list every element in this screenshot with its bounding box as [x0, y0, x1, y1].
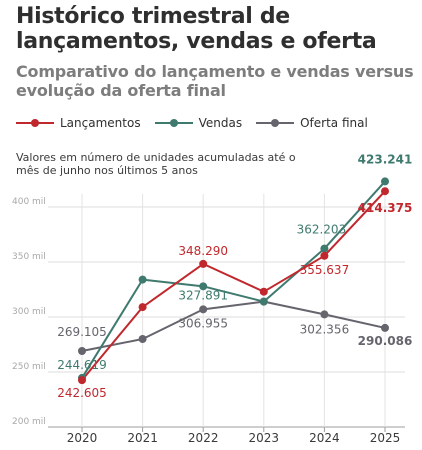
- data-label: 414.375: [358, 201, 413, 215]
- data-label: 306.955: [178, 316, 228, 330]
- data-label: 244.619: [57, 358, 107, 372]
- data-label: 348.290: [178, 244, 228, 258]
- data-point-0-3: [259, 287, 268, 296]
- data-label: 290.086: [358, 334, 413, 348]
- data-label: 327.891: [178, 288, 228, 302]
- data-point-0-0: [78, 376, 86, 385]
- data-point-1-4: [320, 244, 329, 253]
- legend-item-vendas: Vendas: [154, 116, 243, 130]
- chart-subtitle: Comparativo do lançamento e vendas versu…: [16, 62, 414, 100]
- data-point-1-2: [199, 282, 208, 291]
- data-point-2-5: [381, 323, 389, 332]
- data-label: 242.605: [57, 386, 107, 400]
- chart-title: Histórico trimestral de lançamentos, ven…: [16, 4, 377, 54]
- data-label: 362.203: [297, 223, 347, 237]
- series-line-0: [81, 190, 386, 381]
- data-point-2-1: [138, 335, 147, 343]
- data-point-2-2: [199, 305, 208, 314]
- legend-dot: [31, 119, 39, 127]
- data-point-1-1: [138, 275, 147, 284]
- x-tick-label: 2021: [127, 431, 158, 445]
- data-label: 302.356: [300, 322, 350, 336]
- y-tick-label: 250 mil: [12, 362, 46, 372]
- legend-label-lancamentos: Lançamentos: [60, 116, 141, 130]
- series-line-2: [81, 300, 386, 352]
- x-tick-label: 2020: [67, 431, 98, 445]
- x-tick-label: 2022: [188, 431, 219, 445]
- data-point-2-4: [320, 310, 329, 319]
- x-tick-label: 2023: [249, 431, 280, 445]
- y-tick-label: 400 mil: [12, 197, 46, 207]
- legend-swatch-vendas: [154, 117, 193, 129]
- legend-item-oferta-final: Oferta final: [256, 116, 368, 130]
- legend-dot: [271, 119, 280, 127]
- data-label: 269.105: [57, 325, 107, 339]
- data-point-2-0: [78, 346, 86, 355]
- legend-item-lancamentos: Lançamentos: [16, 116, 141, 130]
- legend-label-oferta-final: Oferta final: [300, 116, 368, 130]
- y-tick-label: 200 mil: [12, 417, 46, 427]
- legend-swatch-lancamentos: [16, 117, 54, 129]
- legend-swatch-oferta-final: [256, 117, 295, 129]
- data-point-0-4: [320, 251, 329, 260]
- data-point-1-3: [259, 297, 268, 306]
- legend-label-vendas: Vendas: [198, 116, 243, 130]
- series-line-1: [81, 180, 386, 379]
- y-tick-label: 350 mil: [12, 252, 46, 262]
- data-label: 355.637: [300, 263, 350, 277]
- legend-dot: [169, 119, 178, 127]
- data-point-0-1: [138, 303, 147, 312]
- data-point-1-5: [381, 177, 389, 186]
- data-point-0-2: [199, 259, 208, 268]
- y-tick-label: 300 mil: [12, 307, 46, 317]
- chart-note: Valores em número de unidades acumuladas…: [16, 151, 296, 177]
- data-point-0-5: [381, 187, 389, 196]
- legend: Lançamentos Vendas Oferta final: [16, 114, 382, 132]
- x-tick-label: 2024: [309, 431, 340, 445]
- x-tick-label: 2025: [370, 431, 401, 445]
- data-label: 423.241: [358, 152, 413, 166]
